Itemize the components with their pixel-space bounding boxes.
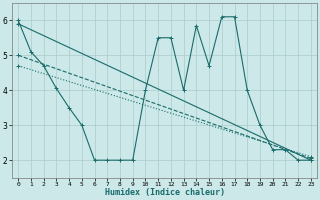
- X-axis label: Humidex (Indice chaleur): Humidex (Indice chaleur): [105, 188, 225, 197]
